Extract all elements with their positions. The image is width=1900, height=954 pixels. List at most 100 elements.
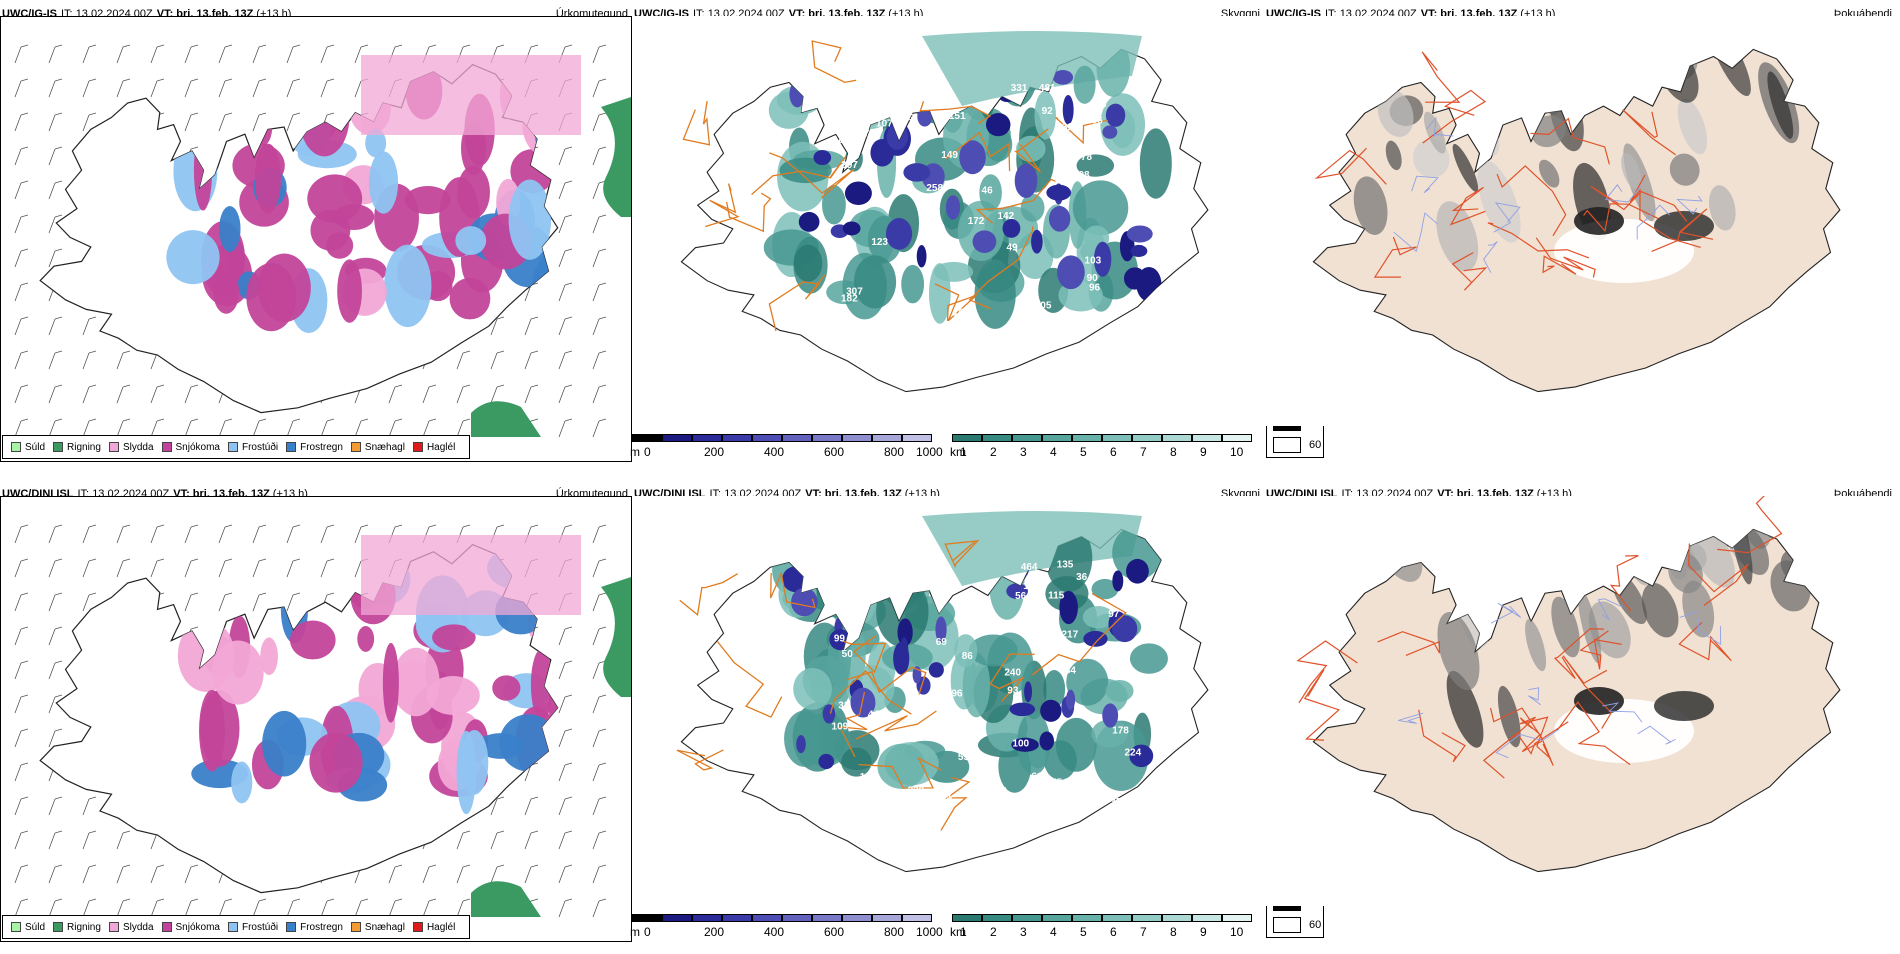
wind-barb bbox=[592, 248, 607, 268]
wind-barb bbox=[388, 418, 403, 438]
elevation-cell bbox=[945, 195, 961, 220]
road-line bbox=[1487, 222, 1590, 259]
low-fog-index bbox=[1654, 211, 1714, 241]
elevation-cell bbox=[818, 753, 835, 770]
colorbar-tick: 5 bbox=[1080, 445, 1087, 459]
wind-barb bbox=[116, 524, 131, 544]
precip-cell bbox=[384, 244, 432, 328]
legend-label: Frostregn bbox=[300, 441, 343, 453]
colorbar-segment bbox=[782, 914, 812, 922]
colorbar-segment bbox=[1192, 434, 1222, 442]
wind-barb bbox=[558, 796, 573, 816]
wind-barb bbox=[558, 660, 573, 680]
road-line bbox=[751, 155, 847, 195]
elevation-cell bbox=[928, 662, 944, 678]
low-fog-index bbox=[1574, 207, 1624, 235]
road-line bbox=[1451, 252, 1488, 291]
wind-barb bbox=[592, 796, 607, 816]
legend-swatch bbox=[53, 922, 64, 932]
elevation-cell bbox=[1093, 241, 1112, 277]
colorbar-segment bbox=[902, 914, 932, 922]
wind-barb bbox=[456, 384, 471, 404]
precip-cell bbox=[432, 624, 476, 651]
precip-cell bbox=[213, 270, 240, 314]
road-line bbox=[1687, 543, 1749, 607]
colorbar-segment bbox=[782, 434, 812, 442]
elevation-cell bbox=[842, 221, 861, 236]
colorbar-tick: 6 bbox=[1110, 925, 1117, 939]
legend-label: Snæhagl bbox=[364, 441, 405, 453]
road-line bbox=[842, 634, 887, 674]
wind-barb bbox=[524, 384, 539, 404]
wind-barb bbox=[524, 350, 539, 370]
elevation-cell bbox=[1083, 630, 1108, 647]
visibility-value: 109 bbox=[832, 722, 849, 733]
sleet-area bbox=[361, 535, 581, 615]
colorbar-segment bbox=[1132, 434, 1162, 442]
elevation-cell bbox=[916, 245, 927, 268]
rain-area bbox=[601, 577, 631, 697]
colorbar-segment bbox=[692, 434, 722, 442]
high-fog-index bbox=[1554, 699, 1694, 763]
visibility-cell bbox=[1066, 658, 1109, 706]
wind-barb bbox=[184, 112, 199, 132]
wind-barb bbox=[558, 762, 573, 782]
road-line bbox=[989, 653, 1035, 702]
road-line bbox=[1629, 174, 1701, 248]
road-line bbox=[1373, 236, 1417, 278]
colorbar-segment bbox=[752, 914, 782, 922]
road-line bbox=[726, 192, 772, 233]
wind-barb bbox=[82, 44, 97, 64]
visibility-cell bbox=[799, 713, 851, 767]
low-fog-index bbox=[1654, 691, 1714, 721]
elevation-cell bbox=[885, 217, 913, 250]
wind-barb bbox=[116, 830, 131, 850]
wind-barb bbox=[524, 796, 539, 816]
legend-item: Frostregn bbox=[286, 442, 343, 453]
wind-barb bbox=[48, 78, 63, 98]
fog-cell bbox=[1437, 611, 1480, 691]
colorbar-segment bbox=[1012, 434, 1042, 442]
wind-barb bbox=[286, 418, 301, 438]
wind-barb bbox=[592, 830, 607, 850]
elevation-cell bbox=[813, 150, 832, 166]
river-line bbox=[1490, 602, 1522, 624]
wind-barb bbox=[252, 592, 267, 612]
colorbar-tick: 4 bbox=[1050, 445, 1057, 459]
low-fog-index bbox=[1574, 687, 1624, 715]
precip-cell bbox=[199, 689, 225, 772]
wind-barb bbox=[524, 316, 539, 336]
legend-item: Haglél bbox=[412, 922, 455, 933]
visibility-cell bbox=[1091, 578, 1119, 600]
visibility-value: 55 bbox=[958, 752, 970, 763]
wind-barb bbox=[14, 660, 29, 680]
elevation-cell bbox=[1123, 267, 1146, 290]
wind-barb bbox=[184, 418, 199, 438]
colorbar-segment bbox=[662, 434, 692, 442]
colorbar-tick: 800 bbox=[884, 445, 905, 459]
wind-barb bbox=[150, 384, 165, 404]
river-line bbox=[1495, 728, 1560, 759]
wind-barb bbox=[218, 898, 233, 918]
precip-map: Súld Rigning Slydda Snjókoma Frostúði Frostre… bbox=[0, 496, 632, 942]
precip-cell bbox=[457, 165, 490, 219]
wind-barb bbox=[150, 44, 165, 64]
elevation-cell bbox=[1126, 225, 1153, 243]
wind-barb bbox=[286, 558, 301, 578]
low-visibility-sea bbox=[922, 511, 1142, 586]
colorbar-segment bbox=[902, 434, 932, 442]
visibility-cell bbox=[793, 244, 823, 282]
roads bbox=[1296, 496, 1783, 779]
visibility-cell bbox=[1043, 670, 1066, 709]
legend-item: Frostúði bbox=[227, 442, 278, 453]
road-line bbox=[1489, 707, 1554, 766]
wind-barb bbox=[116, 384, 131, 404]
wind-barb bbox=[116, 78, 131, 98]
legend-label: Haglél bbox=[426, 441, 456, 453]
road-line bbox=[811, 40, 857, 84]
visibility-value: 69 bbox=[936, 637, 948, 648]
sleet-area bbox=[361, 55, 581, 135]
colorbar-segment bbox=[982, 914, 1012, 922]
precip-panel-row1: UWC/IG-IS IT: 13.02.2024 00Z VT: þri. 13.fe… bbox=[0, 0, 632, 465]
